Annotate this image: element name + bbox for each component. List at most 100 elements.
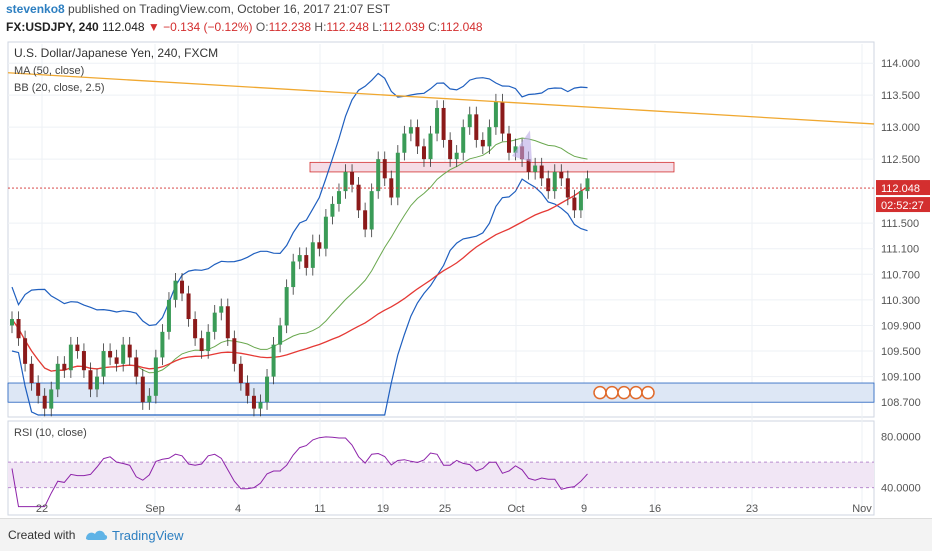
rsi-tick-label: 80.0000 bbox=[881, 432, 921, 444]
x-tick-label: 4 bbox=[235, 503, 241, 515]
candle-body bbox=[225, 306, 230, 339]
candle-body bbox=[245, 383, 250, 396]
close-value: 112.048 bbox=[440, 20, 483, 34]
candle-body bbox=[186, 293, 191, 320]
candle-body bbox=[513, 146, 518, 153]
bb-upper-line bbox=[11, 72, 588, 327]
rsi-indicator: 80.0000 40.0000 bbox=[8, 432, 921, 508]
candles bbox=[10, 93, 590, 417]
author-link[interactable]: stevenko8 bbox=[6, 2, 65, 16]
price-pane bbox=[7, 41, 875, 418]
open-value: 112.238 bbox=[268, 20, 312, 34]
y-tick-label: 113.000 bbox=[881, 122, 920, 134]
candle-body bbox=[153, 357, 158, 396]
candle-body bbox=[565, 178, 570, 198]
candle-body bbox=[232, 338, 237, 364]
economic-event-icon bbox=[593, 385, 607, 400]
x-tick-label: 23 bbox=[746, 503, 758, 515]
chart-header: stevenko8 published on TradingView.com, … bbox=[0, 0, 932, 40]
candle-body bbox=[88, 370, 93, 390]
candle-body bbox=[114, 357, 119, 364]
y-axis[interactable]: 114.000 113.500 113.000 112.500 112.048 02:52… bbox=[876, 58, 930, 409]
candle-body bbox=[441, 107, 446, 140]
support-zone bbox=[7, 382, 875, 403]
x-axis[interactable]: 22 Sep 4 11 19 25 Oct 9 16 23 Nov bbox=[36, 503, 872, 515]
publish-info: stevenko8 published on TradingView.com, … bbox=[6, 2, 390, 16]
ma-legend[interactable]: MA (50, close) bbox=[14, 65, 84, 77]
candle-body bbox=[552, 171, 557, 192]
y-tick-label: 110.700 bbox=[881, 269, 920, 281]
y-tick-label: 109.100 bbox=[881, 372, 921, 384]
candle-body bbox=[304, 255, 309, 268]
candle-body bbox=[539, 165, 544, 179]
trendline[interactable] bbox=[7, 72, 875, 163]
candle-body bbox=[493, 101, 498, 128]
last-price: 112.048 bbox=[102, 20, 145, 34]
candle-body bbox=[147, 395, 152, 403]
x-tick-label: 9 bbox=[581, 503, 587, 515]
bb-legend[interactable]: BB (20, close, 2.5) bbox=[14, 82, 105, 94]
candle-body bbox=[395, 152, 400, 198]
economic-event-icon bbox=[629, 385, 643, 400]
candle-body bbox=[127, 344, 132, 358]
candle-body bbox=[336, 191, 341, 204]
chart-area[interactable]: 114.000 113.500 113.000 112.500 112.048 02:52… bbox=[0, 40, 932, 518]
ma-line bbox=[11, 186, 588, 372]
change-arrow-icon: ▼ bbox=[147, 20, 160, 34]
quote-line: FX:USDJPY, 240 112.048 ▼ −0.134 (−0.12%)… bbox=[6, 20, 483, 34]
candle-body bbox=[29, 363, 34, 384]
candle-body bbox=[356, 184, 361, 211]
candle-body bbox=[258, 402, 263, 409]
candle-body bbox=[526, 159, 531, 172]
x-tick-label: Oct bbox=[507, 503, 524, 515]
candle-body bbox=[506, 133, 511, 153]
bb-lower-line bbox=[11, 178, 588, 416]
candle-body bbox=[81, 351, 86, 371]
event-markers[interactable] bbox=[593, 385, 655, 400]
candle-body bbox=[212, 312, 217, 332]
y-tick-label: 111.500 bbox=[881, 218, 919, 230]
candle-body bbox=[330, 203, 335, 217]
candle-body bbox=[480, 139, 485, 147]
y-tick-label: 112.500 bbox=[881, 154, 920, 166]
candle-body bbox=[402, 133, 407, 153]
economic-event-icon bbox=[617, 385, 631, 400]
tradingview-logo-icon[interactable] bbox=[84, 527, 108, 543]
low-value: 112.039 bbox=[382, 20, 425, 34]
candle-body bbox=[369, 191, 374, 230]
y-tick-label: 110.300 bbox=[881, 295, 920, 307]
pattern-triangle bbox=[512, 130, 532, 163]
rsi-band bbox=[8, 462, 874, 488]
countdown-badge bbox=[876, 197, 930, 213]
economic-event-icon bbox=[641, 385, 655, 400]
candle-body bbox=[533, 165, 538, 172]
x-tick-label: 11 bbox=[314, 503, 325, 515]
candle-body bbox=[16, 319, 21, 339]
candle-body bbox=[408, 127, 413, 134]
y-tick-label: 109.500 bbox=[881, 346, 921, 358]
symbol-label[interactable]: FX:USDJPY, 240 bbox=[6, 20, 99, 34]
grid-lines bbox=[8, 44, 874, 515]
price-chart[interactable]: 114.000 113.500 113.000 112.500 112.048 02:52… bbox=[0, 40, 932, 518]
candle-body bbox=[68, 344, 73, 371]
countdown-label: 02:52:27 bbox=[881, 200, 924, 212]
rsi-legend[interactable]: RSI (10, close) bbox=[14, 427, 87, 439]
candle-body bbox=[291, 261, 296, 288]
candle-body bbox=[251, 395, 256, 409]
x-tick-label: Nov bbox=[852, 503, 872, 515]
candle-body bbox=[500, 101, 505, 134]
rsi-line bbox=[11, 436, 588, 508]
candle-body bbox=[42, 395, 47, 409]
candle-body bbox=[310, 242, 315, 268]
candle-body bbox=[193, 319, 198, 339]
candle-body bbox=[265, 376, 270, 403]
tradingview-brand-link[interactable]: TradingView bbox=[112, 528, 184, 543]
candle-body bbox=[23, 338, 28, 364]
candle-body bbox=[363, 210, 368, 230]
x-tick-label: 19 bbox=[377, 503, 389, 515]
candle-body bbox=[585, 178, 590, 192]
candle-body bbox=[415, 127, 420, 147]
open-label: O: bbox=[255, 20, 269, 34]
published-text: published on TradingView.com, October 16… bbox=[68, 2, 391, 16]
close-label: C: bbox=[428, 20, 441, 34]
